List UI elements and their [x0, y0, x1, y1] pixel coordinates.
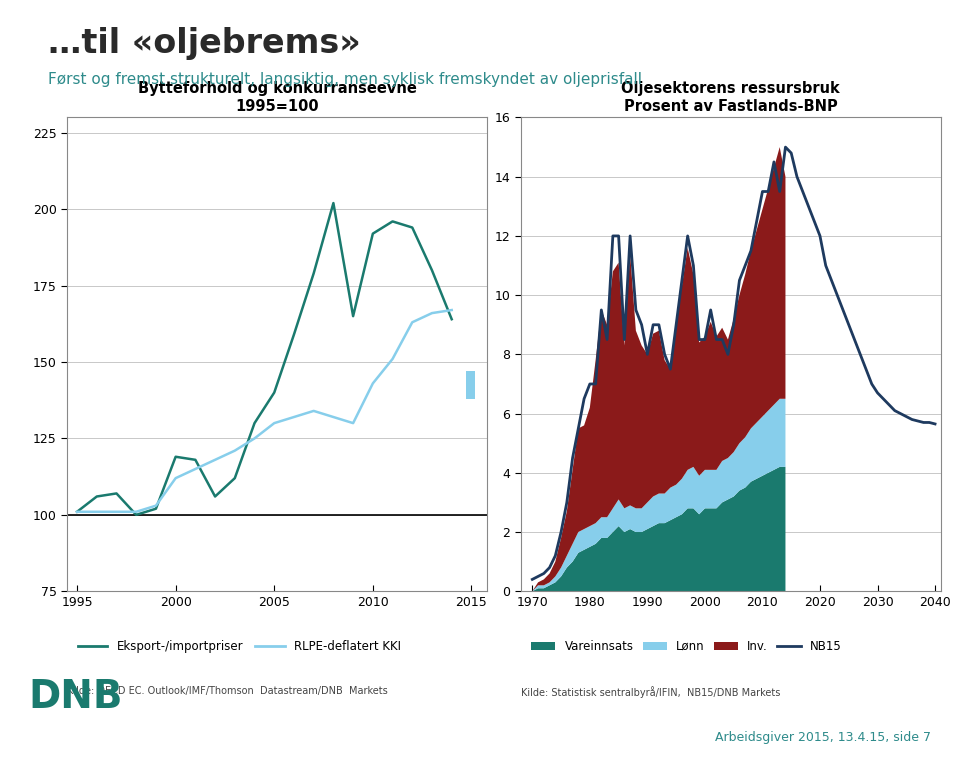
Title: Bytteforhold og konkurranseevne
1995=100: Bytteforhold og konkurranseevne 1995=100 — [138, 81, 417, 114]
Legend: Eksport-/importpriser, RLPE-deflatert KKI: Eksport-/importpriser, RLPE-deflatert KK… — [73, 635, 406, 657]
Bar — [466, 371, 475, 399]
Text: …til «oljebrems»: …til «oljebrems» — [48, 27, 361, 60]
Text: DNB: DNB — [29, 678, 123, 716]
Text: Kilde: Statistisk sentralbyrå/IFIN,  NB15/DNB Markets: Kilde: Statistisk sentralbyrå/IFIN, NB15… — [520, 686, 780, 698]
Text: Kilde: OECD EC. Outlook/IMF/Thomson  Datastream/DNB  Markets: Kilde: OECD EC. Outlook/IMF/Thomson Data… — [67, 686, 388, 696]
Legend: Vareinnsats, Lønn, Inv., NB15: Vareinnsats, Lønn, Inv., NB15 — [527, 635, 847, 657]
Title: Oljesektorens ressursbruk
Prosent av Fastlands-BNP: Oljesektorens ressursbruk Prosent av Fas… — [621, 81, 840, 114]
Text: Først og fremst strukturelt, langsiktig, men syklisk fremskyndet av oljeprisfall: Først og fremst strukturelt, langsiktig,… — [48, 72, 642, 87]
Text: Arbeidsgiver 2015, 13.4.15, side 7: Arbeidsgiver 2015, 13.4.15, side 7 — [715, 731, 931, 744]
